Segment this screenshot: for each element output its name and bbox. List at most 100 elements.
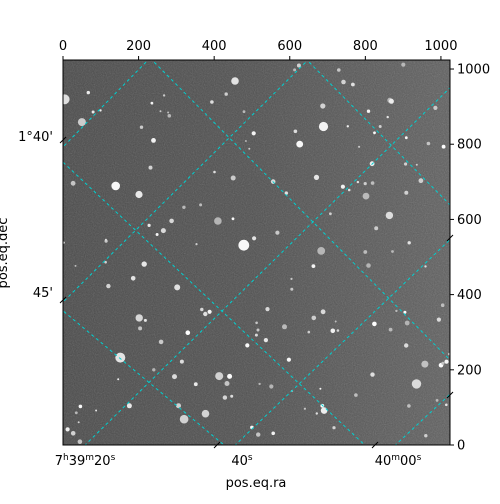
star-145 (290, 287, 294, 291)
star-129 (388, 98, 394, 104)
star-124 (440, 303, 445, 308)
star-87 (227, 373, 233, 379)
star-108 (366, 109, 371, 113)
star-88 (433, 105, 438, 110)
star-106 (130, 276, 136, 281)
star-151 (104, 238, 107, 241)
y-tick-label-5: 1000 (457, 63, 490, 78)
ra-tick-label-2: 40s (231, 453, 253, 469)
star-46 (179, 359, 184, 364)
star-65 (311, 315, 317, 321)
star-102 (222, 395, 228, 400)
star-57 (106, 283, 111, 289)
star-55 (363, 250, 368, 254)
x-tick-label-2: 400 (202, 39, 227, 54)
star-86 (215, 372, 224, 381)
star-111 (447, 352, 450, 356)
star-44 (126, 403, 132, 409)
star-144 (255, 321, 258, 325)
world-tick-0 (59, 136, 67, 144)
star-56 (374, 226, 379, 231)
star-104 (293, 129, 298, 134)
star-113 (148, 165, 153, 170)
coordinate-grid (63, 60, 450, 445)
star-163 (167, 114, 172, 118)
star-92 (147, 223, 151, 227)
star-135 (203, 311, 208, 317)
star-119 (65, 427, 70, 432)
y-tick-label-0: 0 (457, 439, 465, 454)
star-110 (319, 387, 322, 390)
y-tick-label-1: 200 (457, 363, 482, 378)
star-43 (424, 434, 428, 438)
star-122 (332, 426, 336, 430)
star-8 (230, 394, 234, 398)
x-axis-label: pos.eq.ra (226, 476, 287, 491)
star-118 (238, 239, 250, 251)
grid-line-0 (63, 161, 366, 445)
star-137 (70, 431, 76, 436)
star-66 (317, 247, 326, 255)
world-ticks (59, 136, 454, 449)
star-69 (441, 361, 445, 365)
dec-tick-label-2: 45' (33, 286, 53, 301)
star-98 (210, 100, 214, 104)
star-30 (370, 181, 375, 185)
star-93 (245, 343, 250, 348)
star-53 (195, 243, 198, 246)
ra-tick-label-3: 40m00s (375, 453, 422, 469)
star-162 (385, 211, 394, 220)
star-95 (160, 228, 166, 234)
world-tick-3 (371, 441, 379, 449)
x-tick-label-3: 600 (277, 39, 302, 54)
star-114 (231, 217, 235, 221)
star-109 (296, 140, 304, 148)
star-25 (265, 307, 270, 312)
star-49 (404, 136, 408, 140)
star-169 (115, 352, 126, 363)
star-73 (162, 94, 166, 97)
star-28 (199, 203, 203, 207)
star-83 (311, 264, 316, 268)
star-147 (424, 265, 427, 268)
star-97 (77, 421, 80, 424)
star-155 (74, 264, 77, 267)
star-80 (373, 131, 376, 135)
star-96 (370, 372, 375, 377)
world-tick-5 (446, 391, 454, 399)
star-158 (391, 250, 394, 253)
star-82 (200, 307, 204, 312)
star-143 (337, 68, 341, 72)
star-121 (307, 330, 311, 334)
star-61 (256, 328, 260, 332)
star-136 (426, 141, 431, 146)
star-161 (407, 241, 411, 245)
star-23 (185, 330, 191, 336)
star-0 (313, 174, 320, 180)
star-156 (244, 140, 247, 142)
star-91 (176, 403, 181, 409)
star-90 (117, 378, 120, 381)
star-167 (139, 125, 144, 129)
star-76 (138, 326, 143, 331)
star-154 (320, 309, 326, 315)
star-21 (155, 233, 159, 236)
y-tick-label-2: 400 (457, 288, 482, 303)
star-128 (141, 261, 147, 267)
star-27 (143, 318, 147, 322)
star-35 (441, 144, 446, 149)
star-149 (401, 62, 406, 67)
star-22 (152, 368, 156, 372)
grid-line-8 (394, 393, 450, 445)
grid-line-7 (234, 238, 450, 445)
star-10 (329, 212, 332, 216)
pixel-ticks: 0 200 400 600 800 1000 0 200 400 600 800 1000 (59, 39, 490, 454)
star-81 (362, 192, 370, 200)
plot-frame (62, 59, 451, 446)
star-160 (415, 163, 418, 166)
star-14 (269, 384, 274, 389)
star-31 (404, 190, 409, 195)
star-116 (254, 333, 258, 337)
star-42 (404, 162, 408, 166)
